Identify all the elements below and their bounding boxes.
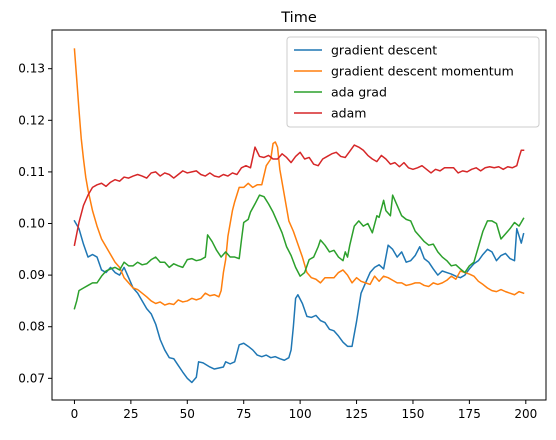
x-tick-label: 150 (402, 407, 425, 421)
x-tick-label: 175 (458, 407, 481, 421)
y-tick-label: 0.12 (18, 113, 45, 127)
series-line-ada-grad (74, 195, 523, 309)
chart-title: Time (280, 10, 317, 26)
x-tick-label: 0 (71, 407, 79, 421)
x-ticks-layer: 0 25 50 75 100 125 150 175 200 (71, 400, 538, 421)
series-line-adam (74, 145, 523, 245)
y-ticks-layer: 0.07 0.08 0.09 0.10 0.11 0.12 0.13 (18, 62, 52, 386)
legend-label: adam (331, 106, 366, 121)
legend: gradient descent gradient descent momentu… (287, 37, 539, 127)
x-tick-label: 200 (514, 407, 537, 421)
x-tick-label: 25 (123, 407, 138, 421)
x-tick-label: 100 (289, 407, 312, 421)
x-tick-label: 50 (180, 407, 195, 421)
y-tick-label: 0.11 (18, 165, 45, 179)
x-tick-label: 75 (236, 407, 251, 421)
y-tick-label: 0.10 (18, 217, 45, 231)
y-tick-label: 0.07 (18, 371, 45, 385)
x-tick-label: 125 (345, 407, 368, 421)
y-tick-label: 0.13 (18, 62, 45, 76)
legend-label: gradient descent momentum (331, 64, 514, 79)
y-tick-label: 0.08 (18, 320, 45, 334)
legend-label: ada grad (331, 85, 387, 100)
legend-label: gradient descent (331, 43, 437, 58)
y-tick-label: 0.09 (18, 268, 45, 282)
